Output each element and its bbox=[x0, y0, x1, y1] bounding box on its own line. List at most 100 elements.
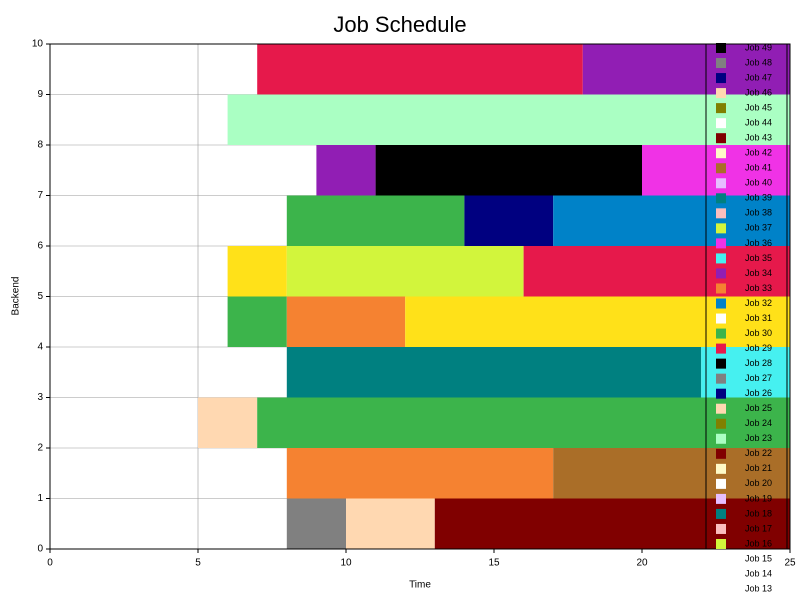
job-bar bbox=[286, 195, 465, 246]
legend-label: Job 47 bbox=[745, 72, 772, 82]
x-tick-label: 20 bbox=[636, 558, 648, 569]
legend-label: Job 28 bbox=[745, 358, 772, 368]
legend-label: Job 17 bbox=[745, 523, 772, 533]
x-tick-label: 0 bbox=[47, 558, 53, 569]
job-bar bbox=[286, 498, 346, 549]
y-tick-label: 6 bbox=[37, 241, 43, 252]
legend-swatch bbox=[716, 328, 726, 339]
y-axis-label: Backend bbox=[11, 277, 22, 316]
job-bar bbox=[346, 498, 435, 549]
y-tick-label: 3 bbox=[37, 392, 43, 403]
job-bar bbox=[198, 397, 258, 448]
legend-swatch bbox=[716, 433, 726, 444]
legend-swatch bbox=[716, 103, 726, 114]
legend-swatch bbox=[716, 478, 726, 489]
legend-label: Job 33 bbox=[745, 283, 772, 293]
y-tick-label: 2 bbox=[37, 443, 43, 454]
legend-swatch bbox=[716, 569, 726, 580]
job-bar bbox=[405, 296, 790, 347]
legend-label: Job 19 bbox=[745, 493, 772, 503]
x-tick-label: 10 bbox=[340, 558, 352, 569]
legend-swatch bbox=[716, 388, 726, 399]
job-bar bbox=[257, 44, 583, 95]
job-bar bbox=[434, 498, 790, 549]
job-bar bbox=[227, 94, 791, 145]
y-tick-label: 1 bbox=[37, 493, 43, 504]
legend-swatch bbox=[716, 223, 726, 234]
legend-label: Job 24 bbox=[745, 418, 772, 428]
legend-label: Job 46 bbox=[745, 87, 772, 97]
legend-label: Job 49 bbox=[745, 42, 772, 52]
legend-label: Job 20 bbox=[745, 478, 772, 488]
legend-label: Job 26 bbox=[745, 388, 772, 398]
x-tick-label: 15 bbox=[488, 558, 500, 569]
legend-swatch bbox=[716, 238, 726, 249]
legend-swatch bbox=[716, 358, 726, 369]
legend-swatch bbox=[716, 193, 726, 204]
legend-label: Job 25 bbox=[745, 403, 772, 413]
legend-swatch bbox=[716, 178, 726, 189]
legend-label: Job 31 bbox=[745, 313, 772, 323]
job-bar bbox=[464, 195, 554, 246]
legend-frame bbox=[705, 43, 788, 550]
legend-swatch bbox=[716, 43, 726, 53]
y-tick-label: 5 bbox=[37, 291, 43, 302]
legend-label: Job 30 bbox=[745, 328, 772, 338]
x-axis-label: Time bbox=[409, 580, 431, 591]
job-bar bbox=[257, 397, 790, 448]
legend-swatch bbox=[716, 403, 726, 414]
y-tick-label: 10 bbox=[32, 39, 44, 50]
legend-label: Job 13 bbox=[745, 583, 772, 593]
legend-swatch bbox=[716, 298, 726, 309]
legend-label: Job 18 bbox=[745, 508, 772, 518]
job-bar bbox=[553, 195, 790, 246]
legend-label: Job 41 bbox=[745, 163, 772, 173]
legend-label: Job 40 bbox=[745, 178, 772, 188]
legend-swatch bbox=[716, 493, 726, 504]
legend-label: Job 42 bbox=[745, 148, 772, 158]
job-bar bbox=[375, 145, 642, 196]
legend-label: Job 39 bbox=[745, 193, 772, 203]
legend-label: Job 48 bbox=[745, 57, 772, 67]
y-tick-label: 4 bbox=[37, 342, 43, 353]
job-bar bbox=[316, 145, 376, 196]
legend-label: Job 22 bbox=[745, 448, 772, 458]
legend-label: Job 21 bbox=[745, 463, 772, 473]
legend-swatch bbox=[716, 538, 726, 549]
legend-label: Job 34 bbox=[745, 268, 772, 278]
legend-label: Job 29 bbox=[745, 343, 772, 353]
legend-label: Job 43 bbox=[745, 133, 772, 143]
legend-swatch bbox=[716, 253, 726, 264]
legend-label: Job 36 bbox=[745, 238, 772, 248]
job-bar bbox=[553, 448, 790, 499]
job-bar bbox=[286, 347, 702, 398]
job-bar bbox=[227, 246, 287, 297]
legend-swatch bbox=[716, 313, 726, 324]
job-bar bbox=[286, 296, 406, 347]
y-tick-label: 9 bbox=[37, 89, 43, 100]
legend-swatch bbox=[716, 343, 726, 354]
plot-frame bbox=[49, 43, 791, 550]
legend-label: Job 44 bbox=[745, 118, 772, 128]
legend-swatch bbox=[716, 373, 726, 384]
legend-swatch bbox=[716, 208, 726, 219]
job-bar bbox=[523, 246, 790, 297]
y-tick-label: 8 bbox=[37, 140, 43, 151]
legend-swatch bbox=[716, 58, 726, 69]
legend-label: Job 45 bbox=[745, 102, 772, 112]
legend-label: Job 15 bbox=[745, 553, 772, 563]
legend-swatch bbox=[716, 283, 726, 294]
legend-label: Job 16 bbox=[745, 538, 772, 548]
job-bar bbox=[286, 448, 554, 499]
legend-swatch bbox=[716, 148, 726, 159]
job-bar bbox=[286, 246, 524, 297]
legend-swatch bbox=[716, 463, 726, 474]
legend-label: Job 14 bbox=[745, 568, 772, 578]
legend-label: Job 27 bbox=[745, 373, 772, 383]
legend-swatch bbox=[716, 133, 726, 144]
chart-title: Job Schedule bbox=[333, 12, 466, 37]
legend-swatch bbox=[716, 508, 726, 519]
y-tick-label: 0 bbox=[37, 544, 43, 555]
job-bar bbox=[227, 296, 287, 347]
